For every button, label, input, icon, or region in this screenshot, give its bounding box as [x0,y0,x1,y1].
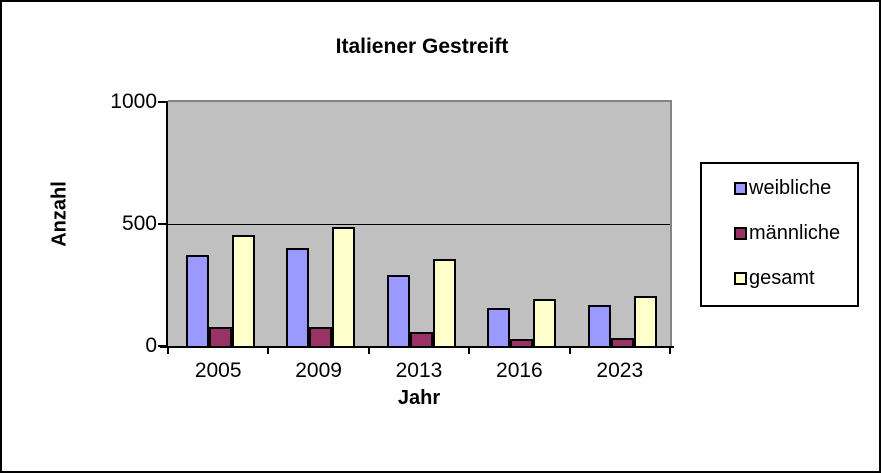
bar-gesamt-2016 [533,299,557,348]
legend-item-männliche: männliche [734,222,857,245]
legend-item-weibliche: weibliche [734,177,857,200]
x-tick-label-2005: 2005 [194,359,242,382]
bar-weibliche-2005 [186,255,209,348]
bar-männliche-2009 [309,327,333,348]
x-tick-label-2009: 2009 [295,359,342,382]
plot-area [168,100,672,348]
x-tick-mark-4 [568,346,571,354]
y-tick-mark-500 [158,223,168,225]
x-tick-mark-3 [468,346,471,354]
bar-männliche-2005 [209,327,232,348]
x-tick-label-2013: 2013 [395,359,443,382]
bar-gesamt-2009 [332,227,356,348]
x-axis-title: Jahr [397,387,441,409]
y-tick-mark-1000 [158,101,168,103]
bar-gesamt-2023 [633,295,657,348]
bar-weibliche-2009 [286,247,310,348]
legend-swatch-weibliche [734,182,747,195]
bar-gesamt-2005 [232,234,255,348]
x-tick-mark-2 [367,346,370,354]
y-tick-label-0: 0 [145,334,157,357]
chart-title: Italiener Gestreift [335,35,509,58]
x-tick-label-2016: 2016 [496,359,543,382]
legend-swatch-männliche [734,227,747,240]
x-tick-mark-1 [267,346,270,354]
legend-label-gesamt: gesamt [749,267,815,289]
x-axis-line [160,346,674,348]
bar-gesamt-2013 [432,258,456,348]
x-tick-mark-5 [669,346,671,354]
y-tick-label-500: 500 [121,212,157,235]
legend-label-weibliche: weibliche [749,177,832,199]
bar-weibliche-2016 [487,307,511,348]
y-tick-mark-0 [158,345,168,347]
bar-männliche-2013 [409,332,433,348]
x-tick-mark-0 [167,346,169,354]
legend-item-gesamt: gesamt [734,267,857,290]
legend-label-männliche: männliche [749,222,841,244]
x-tick-label-2023: 2023 [596,359,644,382]
bar-männliche-2023 [610,338,634,348]
bar-männliche-2016 [510,339,534,348]
gridline-500 [168,224,670,225]
y-tick-label-1000: 1000 [110,90,157,113]
y-axis-line [166,102,168,348]
bar-weibliche-2013 [386,274,410,348]
legend: weibliche männliche gesamt [700,162,859,307]
legend-swatch-gesamt [734,272,747,285]
bar-weibliche-2023 [587,305,611,348]
